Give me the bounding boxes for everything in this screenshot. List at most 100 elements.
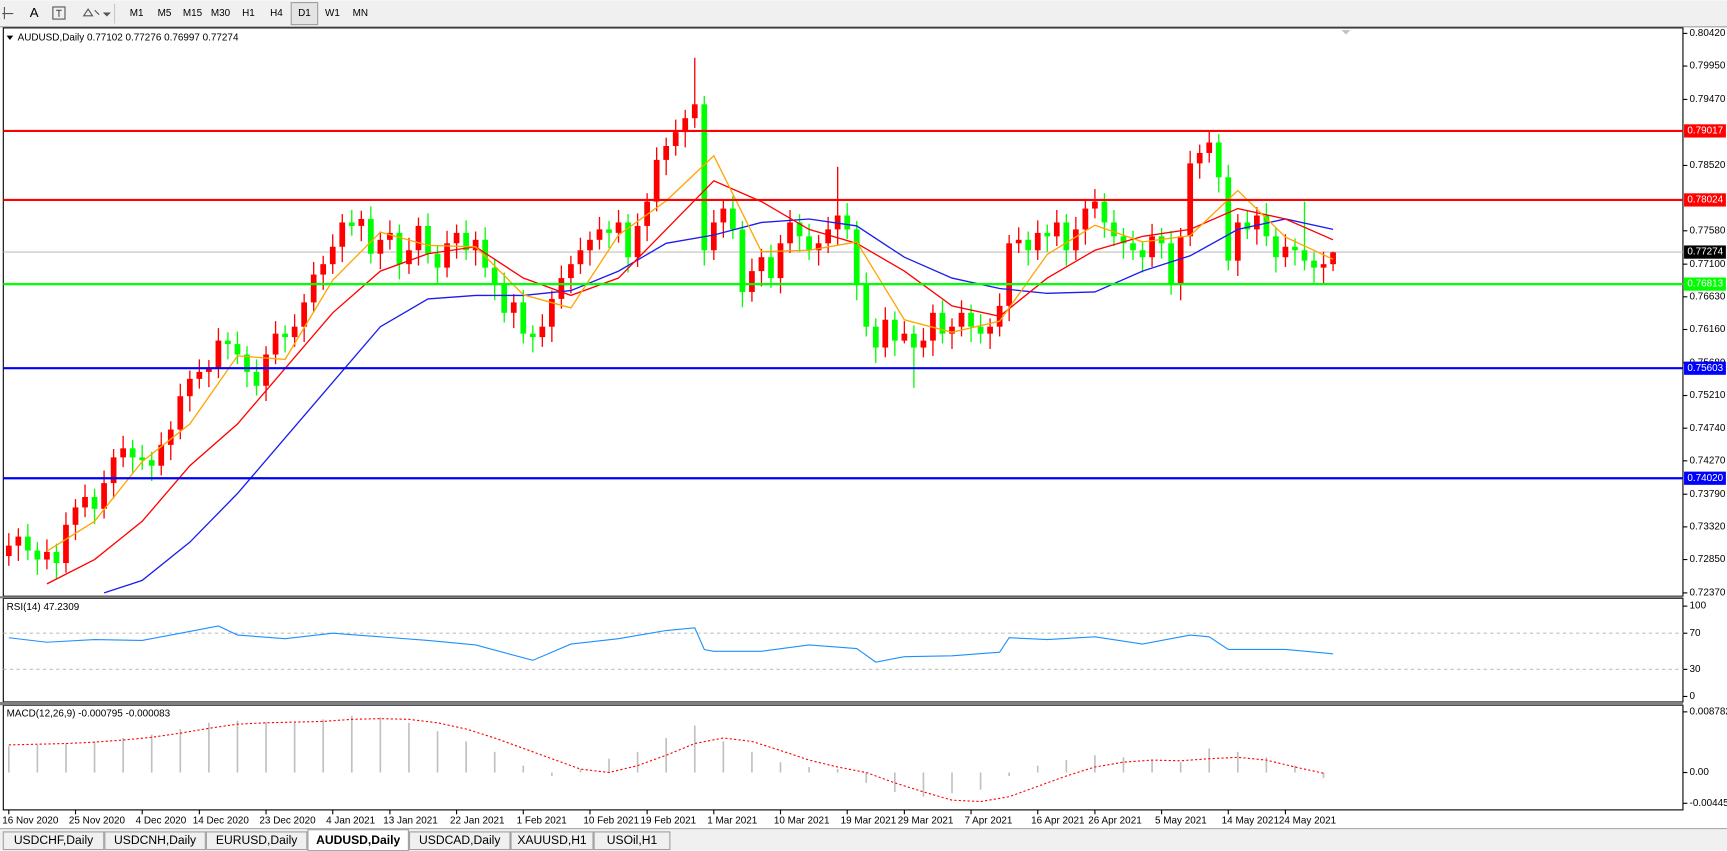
candle-body [987, 326, 993, 334]
level-label: 0.76813 [1687, 279, 1723, 290]
text-label-icon [52, 6, 66, 20]
timeframe-button[interactable]: M30 [211, 8, 231, 19]
x-tick-label: 19 Mar 2021 [841, 816, 897, 827]
tab-label[interactable]: EURUSD,Daily [216, 833, 298, 847]
level-label-box [1684, 193, 1726, 207]
dropdown-arrow [103, 12, 111, 17]
y-tick-label: 0.74740 [1690, 423, 1726, 434]
y-tick-label: 0.78520 [1690, 160, 1726, 171]
candle-body [72, 507, 79, 525]
timeframe-button[interactable]: H1 [242, 8, 255, 19]
candle-body [310, 274, 317, 303]
candle-body [377, 239, 384, 254]
candle-body [1139, 250, 1146, 258]
candle-body [1168, 243, 1174, 286]
tab-label[interactable]: USDCNH,Daily [114, 833, 197, 847]
main-panel [2, 27, 1684, 597]
candle-body [1006, 243, 1013, 306]
candle-body [1196, 152, 1203, 164]
crosshair-icon [2, 6, 14, 20]
candle-body [148, 460, 155, 466]
candle-body [587, 239, 593, 251]
candle-body [730, 208, 736, 230]
x-tick-label: 4 Dec 2020 [136, 816, 187, 827]
timeframe-button[interactable]: M5 [158, 8, 172, 19]
candle-body [911, 333, 917, 348]
x-tick-label: 13 Jan 2021 [383, 816, 438, 827]
candle-body [739, 229, 746, 292]
candle-body [101, 483, 107, 509]
candle-body [425, 225, 431, 254]
candle-body [186, 378, 193, 397]
tab-label[interactable]: USDCHF,Daily [14, 833, 94, 847]
active-timeframe-frame [290, 2, 319, 26]
level-label: 0.75603 [1687, 363, 1723, 374]
candle-body [272, 333, 279, 355]
candle-body [977, 326, 984, 334]
candle-body [434, 253, 441, 268]
candle-body [806, 236, 812, 251]
tab[interactable] [408, 831, 511, 851]
candle-body [653, 159, 660, 202]
candle-body [1254, 215, 1260, 230]
title-arrow [6, 35, 14, 41]
candle-body [758, 257, 765, 272]
candle-body [796, 222, 803, 237]
tab[interactable] [205, 831, 308, 851]
tab[interactable] [2, 831, 105, 851]
x-tick-label: 10 Mar 2021 [774, 816, 830, 827]
candle-body [720, 208, 727, 223]
tab-label[interactable]: USOil,H1 [607, 833, 658, 847]
macd-title: MACD(12,26,9) -0.000795 -0.000083 [7, 709, 171, 720]
candle-body [1025, 239, 1032, 251]
timeframe-button[interactable]: D1 [298, 8, 311, 19]
timeframe-button[interactable]: W1 [325, 8, 340, 19]
candle-body [710, 222, 717, 251]
candle-body [1263, 215, 1270, 237]
timeframe-button[interactable]: M15 [183, 8, 203, 19]
x-tick-label: 10 Feb 2021 [583, 816, 639, 827]
toolbar-icons [2, 3, 116, 24]
candle-body [120, 448, 127, 458]
candle-body [463, 232, 469, 251]
candle-body [949, 326, 955, 334]
candle-body [367, 218, 374, 254]
x-tick-label: 25 Nov 2020 [69, 816, 126, 827]
x-tick-label: 1 Feb 2021 [517, 816, 568, 827]
text-tool[interactable]: A [30, 5, 39, 20]
candle-body [453, 232, 460, 244]
tab-label[interactable]: USDCAD,Daily [419, 833, 501, 847]
candle-body [691, 104, 698, 119]
candle-body [787, 222, 793, 244]
candle-body [139, 457, 146, 461]
candle-body [1082, 208, 1089, 230]
rsi-title: RSI(14) 47.2309 [7, 602, 80, 613]
rsi-line [8, 625, 1334, 663]
level-label-box [1684, 277, 1726, 291]
candle-body [1111, 222, 1117, 237]
candle-body [1053, 222, 1060, 237]
tab[interactable] [104, 831, 206, 851]
candle-body [701, 104, 708, 251]
tab[interactable] [593, 831, 671, 851]
candle-body [206, 368, 212, 372]
candle-body [853, 229, 860, 286]
moving-average [46, 179, 1334, 585]
tab-label[interactable]: AUDUSD,Daily [316, 833, 400, 847]
candle-body [282, 333, 288, 338]
timeframe-button[interactable]: H4 [270, 8, 283, 19]
candle-body [510, 302, 517, 313]
y-tick-label: 0.76160 [1690, 324, 1726, 335]
candle-body [920, 340, 927, 348]
tab-label[interactable]: XAUUSD,H1 [517, 833, 587, 847]
timeframe-button[interactable]: M1 [130, 8, 144, 19]
x-tick-label: 4 Jan 2021 [326, 816, 376, 827]
tab[interactable] [510, 831, 594, 851]
candle-body [863, 285, 870, 327]
timeframe-button[interactable]: MN [353, 8, 368, 19]
candle-body [491, 267, 498, 286]
y-tick-label: 0 [1690, 691, 1696, 702]
last-price-label: 0.77274 [1687, 247, 1723, 258]
candle-body [1044, 232, 1051, 237]
